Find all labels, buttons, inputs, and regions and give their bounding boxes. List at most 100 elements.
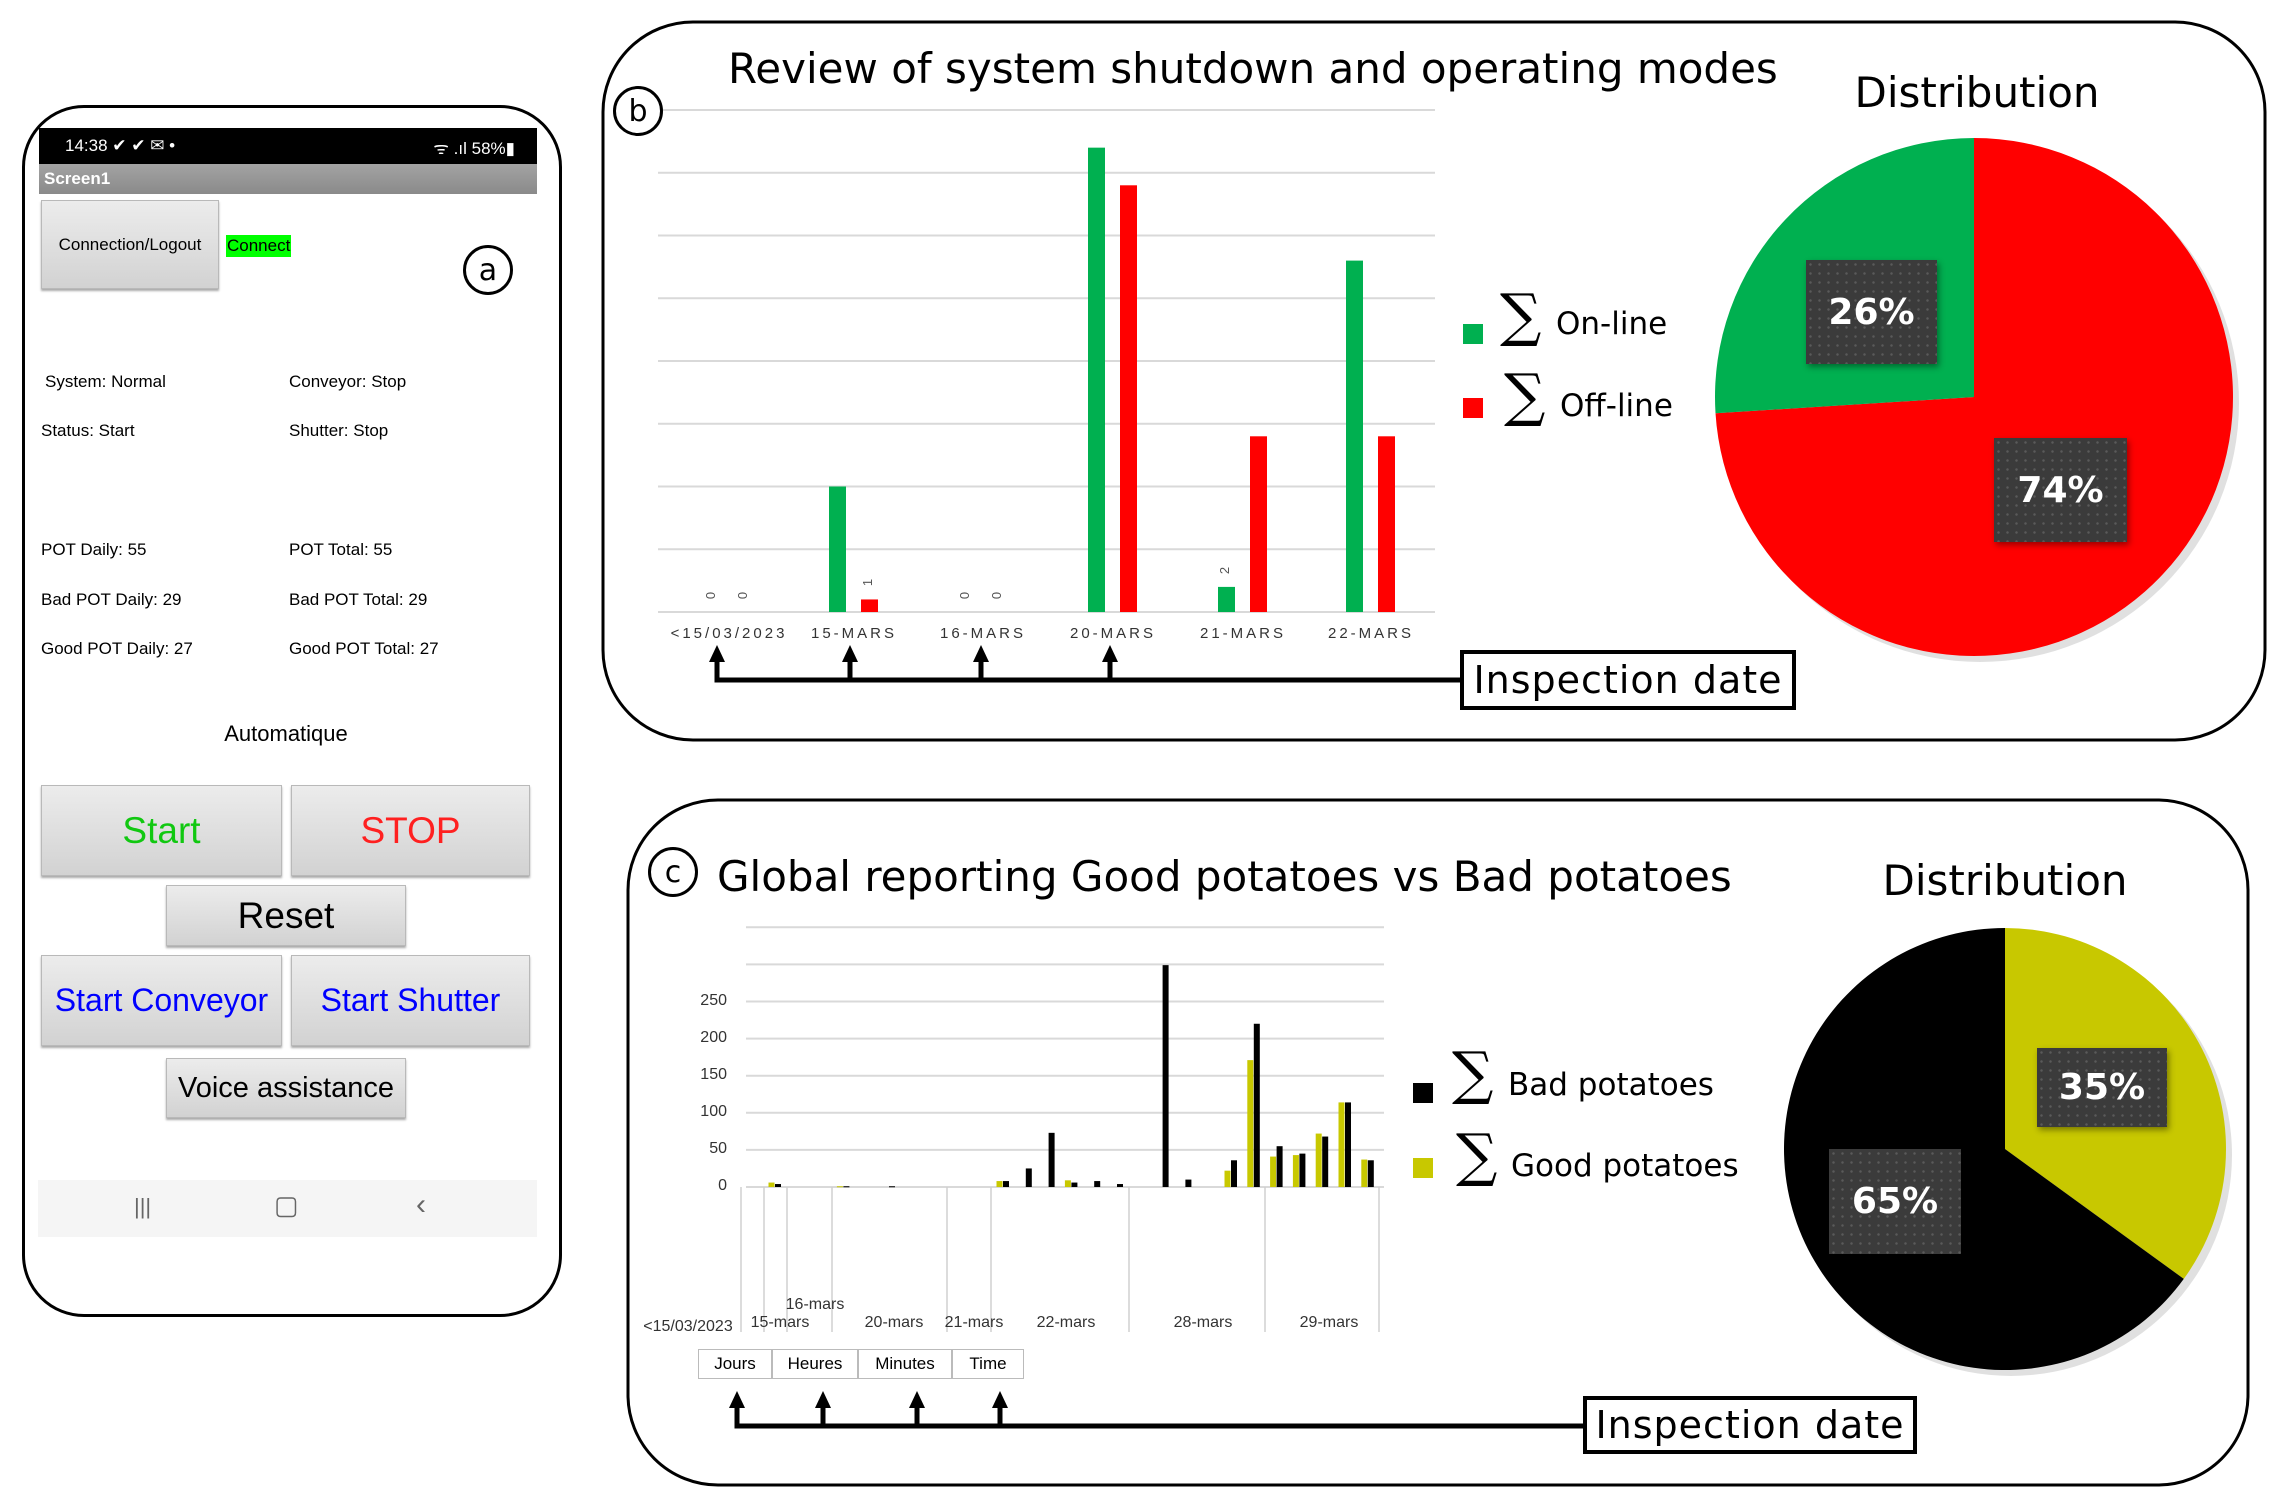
arrow-heads-c (729, 1391, 1008, 1408)
x-label: 21-mars (944, 1314, 1004, 1331)
pie-c-label-bad: 65% (1829, 1149, 1961, 1254)
bar-bad (1345, 1102, 1351, 1187)
sigma-icon: ∑ (1500, 281, 1542, 349)
data-label: 0 (735, 591, 751, 600)
x-tick-label: 21-MARS (1199, 625, 1287, 642)
bar-bad (889, 1186, 895, 1188)
bar-online (829, 486, 846, 612)
bar-bad (1276, 1146, 1283, 1187)
legend-online-label: On-line (1556, 306, 1668, 342)
pie-b-title: Distribution (1854, 68, 2100, 117)
chart-c (740, 926, 1384, 1332)
mode-label: Automatique (224, 721, 348, 746)
chart-c-title: Global reporting Good potatoes vs Bad po… (717, 852, 1732, 901)
stop-button[interactable]: STOP (291, 785, 530, 876)
bar-good (1315, 1133, 1322, 1187)
pot-total: POT Total: 55 (289, 540, 393, 559)
bar-bad (1231, 1160, 1237, 1187)
reset-button[interactable]: Reset (166, 885, 406, 946)
data-label: 0 (989, 591, 1005, 600)
field-button-heures[interactable]: Heures (772, 1349, 858, 1379)
y-tick-label: 50 (709, 1139, 727, 1157)
y-tick-label: 200 (700, 1028, 727, 1046)
x-tick-label: <15/03/2023 (670, 625, 788, 642)
bar-good (1270, 1156, 1277, 1187)
connect-status: Connect (226, 235, 292, 257)
bar-good (1361, 1159, 1368, 1187)
phone-frame (22, 105, 562, 1317)
bar-good (996, 1181, 1003, 1187)
legend-offline-label: Off-line (1560, 388, 1673, 424)
connection-logout-button[interactable]: Connection/Logout (41, 200, 219, 289)
bar-bad (1025, 1168, 1032, 1187)
recents-icon[interactable]: ||| (134, 1194, 152, 1219)
system-status: System: Normal (45, 372, 166, 391)
inspection-date-box-c: Inspection date (1583, 1396, 1917, 1454)
home-icon[interactable]: ▢ (274, 1190, 299, 1220)
pie-c-label-good: 35% (2037, 1048, 2167, 1127)
bar-online (1346, 260, 1363, 612)
bar-good (836, 1186, 843, 1188)
bar-bad (1367, 1160, 1374, 1187)
bar-online (1088, 147, 1105, 612)
bar-bad (1253, 1023, 1260, 1187)
data-label: 0 (703, 591, 719, 600)
bar-bad (1117, 1184, 1123, 1187)
good-pot-daily: Good POT Daily: 27 (41, 639, 193, 658)
chart-b-title: Review of system shutdown and operating … (728, 44, 1778, 93)
bar-offline (1120, 185, 1137, 613)
bar-good (1224, 1170, 1231, 1187)
x-label: <15/03/2023 (643, 1318, 733, 1335)
bad-pot-daily: Bad POT Daily: 29 (41, 590, 182, 609)
y-tick-label: 100 (700, 1102, 727, 1120)
bar-bad (1162, 965, 1169, 1187)
x-label: 15-mars (750, 1314, 810, 1331)
y-tick-label: 150 (700, 1065, 727, 1083)
bar-good (1338, 1102, 1345, 1187)
panel-label-c: c (648, 847, 698, 897)
bar-bad (775, 1184, 781, 1187)
pot-daily: POT Daily: 55 (41, 540, 147, 559)
pie-slice (1784, 928, 2184, 1370)
bar-offline (861, 599, 878, 612)
start-conveyor-button[interactable]: Start Conveyor (41, 955, 282, 1046)
field-button-minutes[interactable]: Minutes (858, 1349, 952, 1379)
data-label: 2 (1217, 566, 1233, 575)
good-pot-total: Good POT Total: 27 (289, 639, 439, 658)
bar-bad (843, 1186, 850, 1188)
x-label: 28-mars (1173, 1314, 1233, 1331)
panel-label-b: b (613, 86, 663, 136)
legend-bad-label: Bad potatoes (1508, 1067, 1714, 1103)
back-icon[interactable]: ‹ (416, 1188, 426, 1221)
bar-good (1247, 1060, 1254, 1187)
x-tick-label: 20-MARS (1069, 625, 1157, 642)
legend-online-swatch (1463, 324, 1483, 344)
legend-good-swatch (1413, 1158, 1433, 1178)
panel-b-frame (601, 20, 2267, 742)
legend-bad-swatch (1413, 1083, 1433, 1103)
field-button-time[interactable]: Time (952, 1349, 1024, 1379)
data-label: 1 (860, 579, 876, 587)
pie-b-label-online: 26% (1806, 260, 1937, 364)
sigma-icon: ∑ (1452, 1039, 1494, 1107)
bar-bad (1299, 1153, 1306, 1187)
start-shutter-button[interactable]: Start Shutter (291, 955, 530, 1046)
x-tick-label: 15-MARS (810, 625, 898, 642)
android-nav-bar: ||| ▢ ‹ (38, 1180, 537, 1237)
pie-c (1784, 928, 2232, 1376)
bar-good (1064, 1180, 1071, 1187)
x-label: 22-mars (1036, 1314, 1096, 1331)
start-button[interactable]: Start (41, 785, 282, 876)
field-button-jours[interactable]: Jours (698, 1349, 772, 1379)
bar-bad (1003, 1181, 1009, 1187)
legend-offline-swatch (1463, 398, 1483, 418)
x-label: 20-mars (864, 1314, 924, 1331)
legend-good-label: Good potatoes (1511, 1148, 1739, 1184)
inspection-date-box-b: Inspection date (1460, 650, 1796, 710)
bad-pot-total: Bad POT Total: 29 (289, 590, 428, 609)
pie-b-label-offline: 74% (1994, 438, 2127, 542)
chart-b (658, 109, 1435, 613)
x-tick-label: 16-MARS (939, 625, 1027, 642)
voice-assistance-button[interactable]: Voice assistance (166, 1058, 406, 1118)
x-label: 16-mars (785, 1296, 845, 1313)
